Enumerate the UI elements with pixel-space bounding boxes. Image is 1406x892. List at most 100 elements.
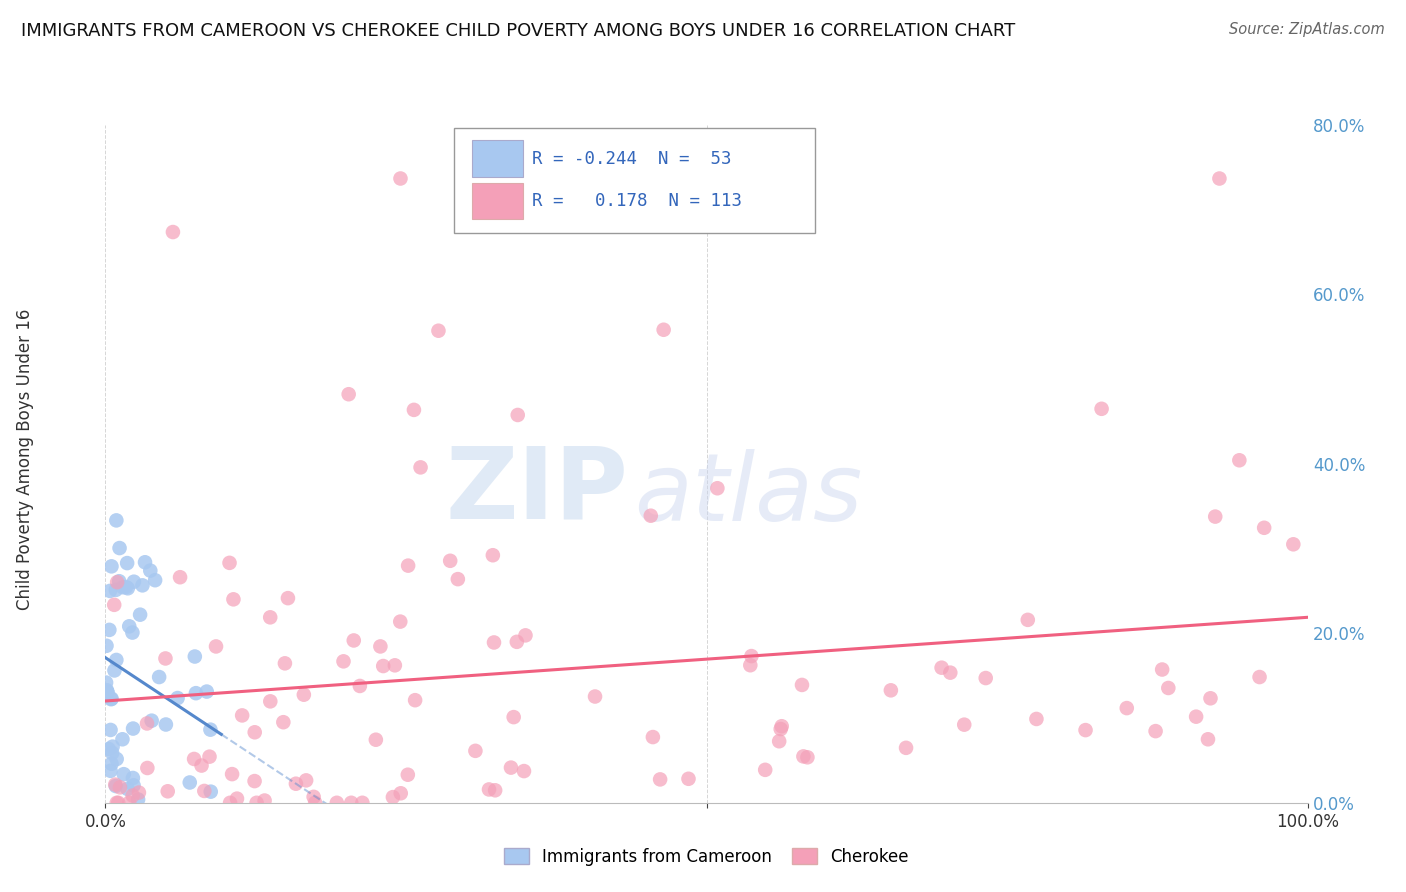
Point [364,732,387,747]
Point [1197,732,1219,747]
Point [117,582,139,596]
Point [155,717,177,731]
Text: R =   0.178  N = 113: R = 0.178 N = 113 [533,192,742,210]
Point [583,690,606,704]
Point [118,796,141,810]
Point [769,722,792,736]
Point [650,772,672,787]
Point [96,685,118,699]
Point [1144,724,1167,739]
Point [404,693,426,707]
Point [284,777,307,791]
Point [370,640,392,654]
Point [131,578,153,592]
Point [1152,663,1174,677]
Point [231,708,253,723]
Point [122,722,145,736]
Point [1025,712,1047,726]
Point [259,694,281,708]
Point [274,657,297,671]
Point [1185,709,1208,723]
Point [439,554,461,568]
Point [792,749,814,764]
Point [1199,691,1222,706]
Point [128,786,150,800]
Point [894,740,917,755]
Point [482,635,505,649]
Point [200,723,222,737]
Point [105,575,128,590]
Point [1249,670,1271,684]
Point [100,723,122,737]
Point [384,658,406,673]
Point [121,789,143,803]
Point [373,659,395,673]
Point [100,764,122,778]
Point [295,773,318,788]
Point [105,752,128,766]
Point [1253,521,1275,535]
Point [381,790,404,805]
Point [427,324,450,338]
Point [162,225,184,239]
Point [98,623,121,637]
Point [506,635,529,649]
Point [200,785,222,799]
Text: IMMIGRANTS FROM CAMEROON VS CHEROKEE CHILD POVERTY AMONG BOYS UNDER 16 CORRELATI: IMMIGRANTS FROM CAMEROON VS CHEROKEE CHI… [21,22,1015,40]
Point [198,749,221,764]
Point [304,796,326,810]
Point [641,730,664,744]
Point [499,761,522,775]
Point [652,323,675,337]
Point [155,651,177,665]
Point [1282,537,1305,551]
Point [502,710,524,724]
Point [122,771,145,785]
Point [118,619,141,633]
Point [100,692,122,706]
FancyBboxPatch shape [454,128,814,234]
Point [1157,681,1180,695]
Point [104,582,127,597]
Point [129,607,152,622]
Point [1204,509,1226,524]
Point [678,772,700,786]
Point [143,573,166,587]
Point [108,780,131,795]
Point [183,752,205,766]
Point [1208,171,1230,186]
Point [218,556,240,570]
Point [221,767,243,781]
Point [96,685,118,699]
Point [513,764,536,778]
Point [127,792,149,806]
Point [115,580,138,594]
Text: Source: ZipAtlas.com: Source: ZipAtlas.com [1229,22,1385,37]
Point [506,408,529,422]
Point [1074,723,1097,737]
Point [277,591,299,606]
Point [754,763,776,777]
Point [259,610,281,624]
Point [115,556,138,570]
Point [389,615,412,629]
Point [396,768,419,782]
Point [122,778,145,792]
Point [1115,701,1137,715]
Point [447,572,470,586]
Point [246,796,269,810]
Point [352,796,374,810]
Point [482,548,505,562]
Point [939,665,962,680]
Point [136,716,159,731]
Point [880,683,903,698]
Point [337,387,360,401]
Point [219,796,242,810]
Point [790,678,813,692]
Text: atlas: atlas [634,449,863,540]
Point [515,628,537,642]
Point [101,746,124,760]
Point [100,559,122,574]
Point [169,570,191,584]
Point [166,691,188,706]
